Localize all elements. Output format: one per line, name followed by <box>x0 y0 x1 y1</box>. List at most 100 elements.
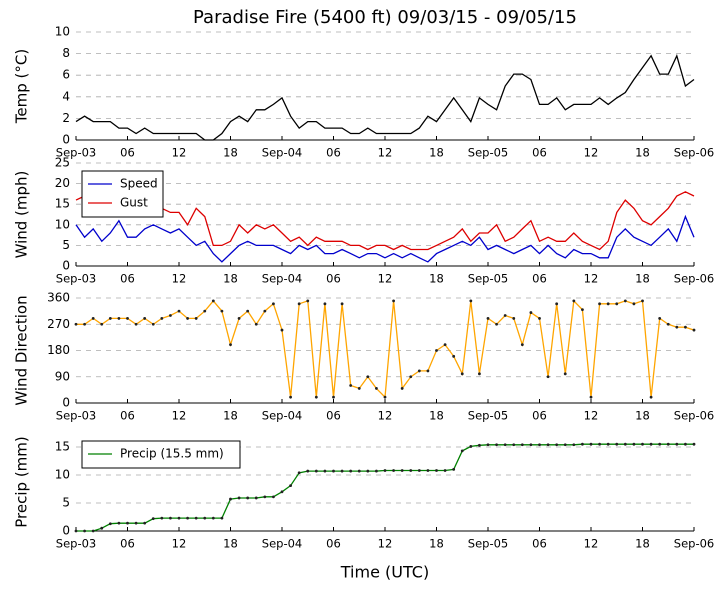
point <box>134 521 138 525</box>
point <box>100 322 104 326</box>
point <box>452 468 456 471</box>
y-tick-label: 10 <box>55 217 70 231</box>
point <box>83 529 86 533</box>
point <box>641 299 644 303</box>
point <box>392 469 395 472</box>
point <box>606 442 610 446</box>
point <box>349 469 353 473</box>
point <box>314 469 318 473</box>
y-tick-label: 270 <box>47 317 70 331</box>
y-tick-label: 4 <box>62 89 70 103</box>
x-tick-label: 12 <box>172 537 187 551</box>
point <box>91 529 95 533</box>
point <box>306 469 310 473</box>
point <box>563 372 567 376</box>
x-tick-label: 18 <box>635 146 650 160</box>
x-tick-label: 06 <box>326 537 341 551</box>
x-tick-label: 12 <box>378 272 393 286</box>
point <box>297 471 301 475</box>
point <box>340 469 344 473</box>
y-tick-label: 90 <box>55 369 70 383</box>
x-tick-label: 18 <box>429 272 444 286</box>
point <box>314 395 318 399</box>
point <box>520 343 524 347</box>
point <box>169 516 172 520</box>
point <box>589 442 593 446</box>
point <box>357 387 361 390</box>
point <box>546 375 550 379</box>
point <box>375 469 378 473</box>
series-line <box>75 214 695 263</box>
series-line <box>75 53 695 141</box>
x-tick-label: 06 <box>120 146 135 160</box>
point <box>666 322 670 326</box>
point <box>151 322 155 326</box>
point <box>692 328 696 332</box>
x-tick-label: Sep-04 <box>262 146 302 160</box>
x-tick-label: 12 <box>584 537 599 551</box>
point <box>503 443 507 447</box>
point <box>469 299 473 303</box>
y-tick-label: 2 <box>62 111 70 125</box>
point <box>126 317 129 320</box>
point <box>289 395 292 399</box>
x-tick-label: 06 <box>326 146 341 160</box>
point <box>160 317 164 320</box>
x-tick-label: Sep-03 <box>56 272 96 286</box>
x-axis-label: Time (UTC) <box>340 563 429 582</box>
x-tick-label: 06 <box>120 537 135 551</box>
x-tick-label: Sep-05 <box>468 537 508 551</box>
point <box>632 302 636 306</box>
point <box>503 314 507 317</box>
x-tick-label: 18 <box>429 146 444 160</box>
point <box>237 496 241 500</box>
x-tick-label: 06 <box>326 409 341 423</box>
point <box>675 325 679 329</box>
point <box>297 302 301 306</box>
point <box>581 308 584 312</box>
point <box>177 516 181 520</box>
point <box>272 495 275 499</box>
y-axis-label: Temp (°C) <box>13 49 31 124</box>
point <box>280 490 284 494</box>
point <box>108 522 112 526</box>
point <box>151 517 155 521</box>
point <box>383 469 387 472</box>
y-axis-label: Wind Direction <box>13 295 31 405</box>
point <box>392 299 395 303</box>
x-tick-label: 06 <box>326 272 341 286</box>
point <box>220 309 224 313</box>
x-tick-label: 18 <box>635 537 650 551</box>
x-tick-label: 18 <box>635 409 650 423</box>
point <box>658 442 662 446</box>
point <box>254 322 258 326</box>
point <box>366 469 370 473</box>
point <box>169 314 172 317</box>
point <box>280 328 284 332</box>
point <box>581 442 584 446</box>
y-tick-label: 360 <box>47 291 70 305</box>
point <box>74 529 78 533</box>
point <box>332 469 335 473</box>
point <box>340 302 344 306</box>
point <box>211 516 215 520</box>
point <box>589 395 593 399</box>
point <box>409 375 413 379</box>
point <box>117 317 121 320</box>
point <box>400 387 404 390</box>
x-tick-label: Sep-06 <box>674 537 714 551</box>
x-tick-label: Sep-04 <box>262 409 302 423</box>
point <box>469 445 473 448</box>
point <box>512 317 516 320</box>
x-tick-label: 06 <box>120 272 135 286</box>
x-tick-label: Sep-05 <box>468 146 508 160</box>
point <box>615 302 619 306</box>
point <box>417 369 421 373</box>
point <box>134 322 138 326</box>
point <box>186 317 189 320</box>
x-tick-label: 06 <box>532 409 547 423</box>
point <box>512 443 516 447</box>
point <box>486 317 490 320</box>
point <box>598 442 601 446</box>
